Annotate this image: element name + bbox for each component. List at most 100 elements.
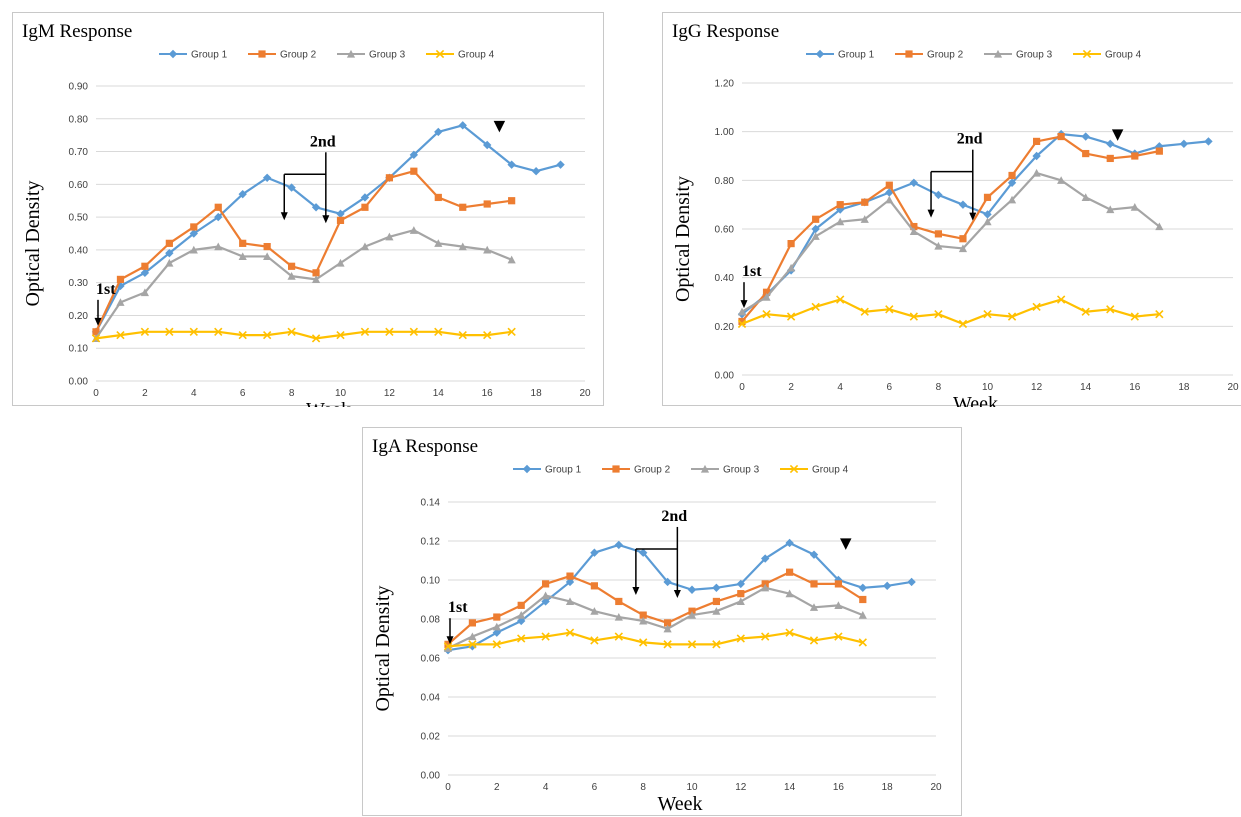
legend: Group 1 Group 2 Group 3 Group 4 [513, 465, 849, 476]
series-group-3 [443, 583, 867, 652]
series-group-2 [444, 568, 867, 648]
series-group-4 [737, 295, 1164, 329]
x-tick-label: 0 [739, 382, 745, 393]
data-point [834, 580, 842, 588]
data-point [858, 611, 867, 619]
first-dose-label: 1st [96, 281, 116, 298]
data-point [639, 616, 648, 625]
data-point [311, 334, 321, 343]
data-point [712, 640, 721, 649]
series-group-1 [91, 121, 565, 337]
second-dose-annotation: 2nd [632, 508, 687, 598]
x-tick-label: 6 [887, 382, 893, 393]
data-point [434, 327, 443, 336]
data-point [214, 327, 223, 336]
data-point [189, 229, 198, 238]
legend-item: Group 1 [513, 465, 582, 476]
legend-marker [815, 49, 825, 59]
chart-title: IgM Response [22, 21, 132, 42]
x-tick-label: 12 [735, 782, 747, 793]
data-point [1131, 152, 1139, 160]
legend-marker [612, 465, 620, 473]
legend-label: Group 3 [369, 50, 406, 61]
data-point [883, 581, 892, 591]
igg-chart-svg: IgG Response Group 1 Group 2 Group 3 Group 4… [672, 21, 1239, 407]
data-point [409, 327, 419, 336]
data-point [556, 160, 565, 169]
data-point [1033, 137, 1041, 145]
y-tick-label: 0.00 [421, 771, 441, 782]
annotations: 1st 2nd ▼ [740, 125, 1124, 309]
data-point [1007, 195, 1017, 204]
y-tick-label: 0.06 [421, 654, 441, 665]
x-tick-label: 8 [936, 382, 942, 393]
data-point [239, 239, 247, 247]
data-point [858, 583, 867, 592]
data-point [785, 589, 794, 598]
data-point [859, 595, 867, 604]
y-tick-label: 0.40 [715, 273, 735, 284]
x-tick-label: 20 [1227, 382, 1239, 393]
x-tick-label: 4 [191, 388, 197, 399]
data-point [165, 239, 173, 247]
data-point [858, 638, 867, 647]
x-tick-label: 8 [640, 782, 646, 793]
y-tick-label: 0.40 [69, 245, 89, 256]
data-point [517, 611, 526, 619]
data-point [811, 232, 820, 240]
data-point [787, 263, 796, 272]
legend-item: Group 4 [780, 465, 849, 476]
data-point [834, 575, 843, 585]
data-point [934, 190, 943, 200]
data-point [809, 550, 819, 559]
data-point [934, 310, 943, 319]
data-point [165, 248, 174, 258]
x-tick-label: 12 [384, 388, 396, 399]
y-tick-label: 0.60 [69, 180, 89, 191]
x-tick-label: 20 [930, 782, 942, 793]
data-point [116, 330, 125, 340]
data-point [1155, 147, 1163, 155]
data-point [1082, 149, 1090, 158]
x-tick-label: 14 [784, 782, 796, 793]
data-point [492, 628, 501, 637]
x-tick-label: 4 [837, 382, 843, 393]
x-tick-label: 0 [445, 782, 451, 793]
data-point [517, 601, 525, 609]
series-line [447, 571, 864, 646]
data-point [836, 295, 845, 304]
x-tick-label: 12 [1031, 382, 1043, 393]
data-point [664, 619, 672, 627]
data-point [361, 203, 369, 211]
y-tick-label: 0.10 [421, 576, 441, 587]
y-tick-label: 0.90 [69, 82, 89, 93]
data-point [434, 127, 443, 137]
data-point [434, 193, 442, 202]
data-point [910, 222, 918, 231]
data-point [736, 634, 745, 643]
legend-marker [522, 464, 532, 474]
data-point [762, 310, 771, 319]
data-point [566, 572, 574, 580]
data-point [712, 607, 721, 615]
data-point [639, 638, 648, 647]
legend-item: Group 4 [1073, 50, 1142, 61]
y-tick-label: 0.00 [715, 371, 735, 382]
legend: Group 1 Group 2 Group 3 Group 4 [159, 50, 495, 61]
series-line [741, 171, 1161, 313]
data-point [834, 632, 843, 641]
data-point [712, 597, 720, 606]
data-point [336, 330, 345, 340]
data-point [492, 640, 501, 649]
first-dose-annotation: 1st [740, 263, 762, 309]
second-dose-label: 2nd [661, 508, 687, 525]
series-line [741, 135, 1160, 323]
legend-label: Group 1 [545, 465, 582, 476]
legend: Group 1 Group 2 Group 3 Group 4 [806, 50, 1142, 61]
data-point [542, 580, 550, 588]
data-point [263, 252, 272, 261]
data-point [565, 628, 575, 637]
data-point [92, 328, 100, 336]
y-tick-label: 0.10 [69, 344, 89, 355]
data-point [761, 583, 770, 592]
